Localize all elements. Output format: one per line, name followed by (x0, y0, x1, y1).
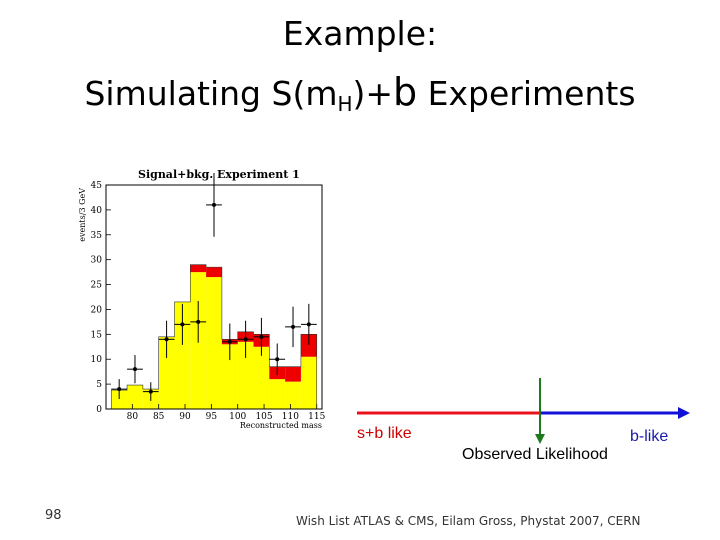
data-point (269, 343, 286, 375)
slide-title-line1: Example: (282, 14, 438, 53)
observed-likelihood-label: Observed Likelihood (462, 446, 608, 463)
data-point (174, 303, 191, 345)
data-point (190, 301, 207, 343)
data-point (127, 355, 143, 384)
background-bar (237, 341, 254, 409)
x-tick-label: 85 (153, 412, 165, 422)
background-bar (221, 344, 238, 409)
background-bar (127, 385, 143, 409)
title-suffix: Experiments (417, 74, 636, 113)
data-point (111, 379, 128, 400)
y-tick-label: 10 (91, 355, 103, 365)
y-tick-label: 15 (91, 330, 103, 340)
y-tick-label: 20 (91, 305, 103, 315)
observed-marker-arrowhead (535, 434, 545, 444)
x-tick-label: 115 (308, 412, 325, 422)
title-mid: )+ (352, 74, 394, 113)
y-tick-label: 5 (96, 380, 102, 390)
background-bar (158, 336, 175, 409)
slide-title-line2: Simulating S(mH)+b Experiments (0, 70, 720, 116)
background-bar (253, 346, 270, 409)
b-like-arrowhead (678, 407, 690, 419)
data-point (142, 382, 159, 401)
y-axis-label: events/3 GeV (78, 188, 87, 242)
slide-number: 98 (45, 508, 62, 523)
title-subscript: H (337, 92, 353, 116)
y-tick-label: 35 (91, 231, 103, 241)
y-tick-label: 30 (91, 256, 103, 266)
title-b: b (393, 70, 418, 114)
x-tick-label: 105 (255, 412, 272, 422)
x-tick-label: 100 (229, 412, 246, 422)
background-bar (174, 301, 191, 409)
histogram-outline (110, 264, 318, 409)
signal-bar (300, 334, 317, 357)
data-point (300, 303, 317, 345)
x-axis-label: Reconstructed mass (240, 421, 322, 430)
y-tick-label: 45 (91, 181, 103, 191)
background-bar (285, 381, 301, 409)
b-like-label: b-like (630, 428, 669, 445)
data-point (221, 323, 238, 361)
chart-title: Signal+bkg. Experiment 1 (138, 168, 300, 181)
y-tick-label: 25 (91, 281, 103, 291)
background-bar (269, 379, 286, 409)
background-bar (300, 356, 317, 409)
signal-bar (206, 267, 222, 278)
x-tick-label: 90 (179, 412, 191, 422)
signal-bar (190, 264, 207, 273)
sb-like-label: s+b like (357, 425, 412, 442)
background-bar (206, 277, 222, 409)
data-point (285, 306, 301, 348)
histogram-chart: 80 85 90 95 100 105 110 115 051015202530354045 … (70, 160, 335, 430)
plot-frame (105, 184, 323, 410)
title-prefix: Simulating S(m (84, 74, 338, 113)
background-bar (111, 390, 128, 409)
x-tick-label: 110 (282, 412, 299, 422)
data-point (206, 173, 222, 237)
x-tick-label: 95 (206, 412, 218, 422)
data-point (158, 320, 175, 358)
y-tick-label: 0 (96, 405, 102, 415)
likelihood-axis (357, 378, 690, 444)
x-tick-label: 80 (127, 412, 139, 422)
signal-bar (285, 366, 301, 382)
data-point (237, 320, 254, 358)
data-point (253, 317, 270, 356)
y-tick-label: 40 (91, 206, 103, 216)
footer-text: Wish List ATLAS & CMS, Eilam Gross, Phys… (296, 514, 641, 528)
